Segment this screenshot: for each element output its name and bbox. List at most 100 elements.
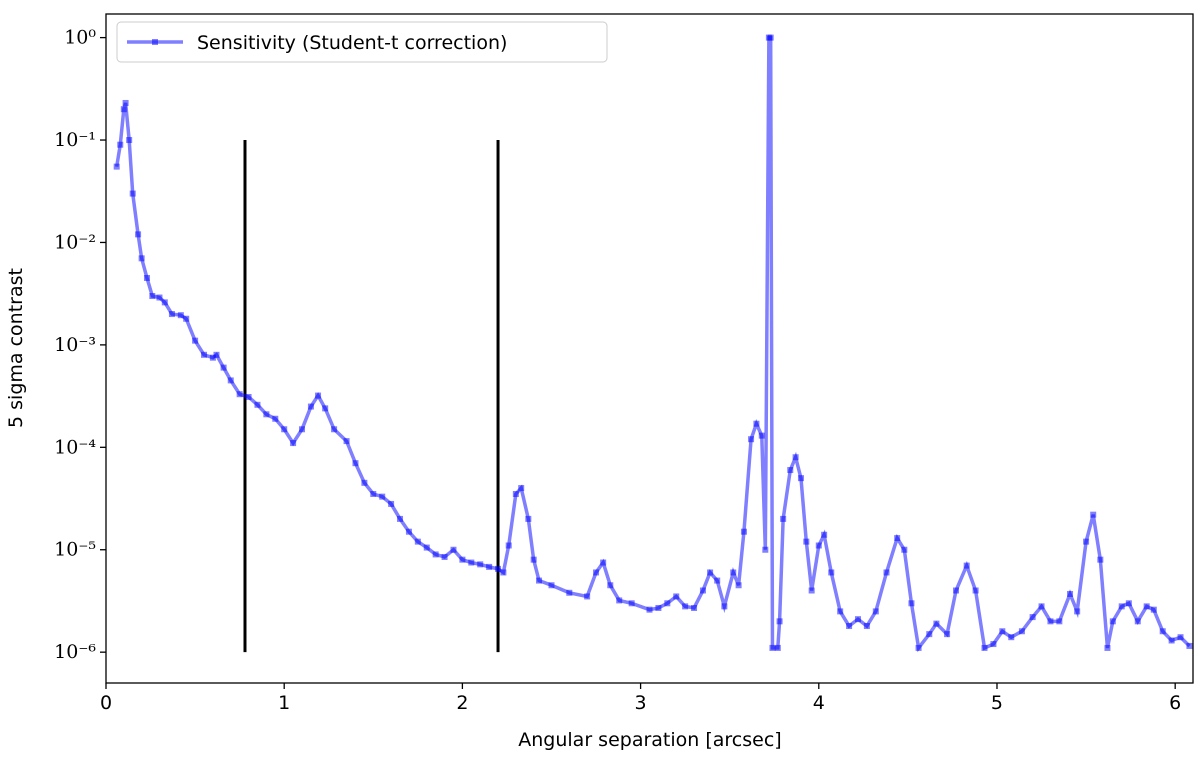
data-point [776, 618, 783, 625]
data-point [933, 620, 940, 627]
y-tick-label: 10⁻⁵ [54, 539, 96, 561]
data-point [254, 401, 261, 408]
data-point [999, 628, 1006, 635]
data-point [769, 644, 776, 651]
data-point [220, 364, 227, 371]
data-point [548, 582, 555, 589]
data-point [1159, 628, 1166, 635]
data-point [281, 426, 288, 433]
data-point [758, 432, 765, 439]
data-point [245, 393, 252, 400]
y-tick-label: 10⁻⁴ [54, 436, 96, 458]
data-point [423, 544, 430, 551]
data-point [767, 34, 774, 41]
x-tick-label: 1 [278, 692, 290, 714]
data-point [1067, 590, 1074, 597]
data-point [1177, 634, 1184, 641]
data-point [600, 559, 607, 566]
data-point [1168, 637, 1175, 644]
data-point [1097, 556, 1104, 563]
data-point [607, 582, 614, 589]
data-point [505, 542, 512, 549]
data-point [753, 420, 760, 427]
data-point [1018, 628, 1025, 635]
data-point [1083, 538, 1090, 545]
y-axis-label: 5 sigma contrast [5, 268, 27, 428]
data-point [646, 606, 653, 613]
data-point [774, 644, 781, 651]
data-point [682, 603, 689, 610]
data-point [500, 569, 507, 576]
data-point [227, 377, 234, 384]
data-point [138, 255, 145, 262]
data-point [477, 561, 484, 568]
data-point [459, 556, 466, 563]
data-point [468, 559, 475, 566]
data-point [530, 556, 537, 563]
data-point [117, 141, 124, 148]
data-point [156, 294, 163, 301]
data-point [926, 631, 933, 638]
data-point [518, 485, 525, 492]
data-point [201, 351, 208, 358]
data-point [1118, 603, 1125, 610]
data-point [236, 391, 243, 398]
data-point [405, 528, 412, 535]
data-point [397, 515, 404, 522]
data-point [1104, 644, 1111, 651]
data-point [1008, 634, 1015, 641]
data-point [963, 562, 970, 569]
x-tick-label: 3 [635, 692, 647, 714]
data-point [113, 163, 120, 170]
data-point [135, 231, 142, 238]
data-point [414, 538, 421, 545]
data-point [168, 311, 175, 318]
data-point [183, 315, 190, 322]
data-point [1143, 603, 1150, 610]
data-point [379, 493, 386, 500]
x-tick-label: 4 [813, 692, 825, 714]
y-tick-label: 10⁻¹ [54, 129, 96, 151]
y-tick-label: 10⁻³ [54, 334, 96, 356]
data-point [495, 565, 502, 572]
data-point [673, 593, 680, 600]
y-tick-label: 10⁰ [64, 27, 96, 49]
data-point [616, 597, 623, 604]
data-point [331, 426, 338, 433]
data-point [828, 569, 835, 576]
x-tick-label: 0 [100, 692, 112, 714]
data-point [1109, 618, 1116, 625]
y-tick-label: 10⁻⁶ [54, 641, 96, 663]
data-point [1047, 618, 1054, 625]
data-point [863, 623, 870, 630]
data-point [290, 440, 297, 447]
plot-frame [105, 13, 1194, 684]
data-point [315, 392, 322, 399]
data-point [343, 438, 350, 445]
data-point [655, 604, 662, 611]
data-point [129, 190, 136, 197]
data-point [1056, 618, 1063, 625]
data-point [322, 405, 329, 412]
data-point [525, 515, 532, 522]
data-point [486, 563, 493, 570]
data-point [263, 411, 270, 418]
data-point [1125, 600, 1132, 607]
data-point [126, 137, 133, 144]
data-point [740, 528, 747, 535]
data-point [707, 569, 714, 576]
data-point [730, 569, 737, 576]
data-point [821, 531, 828, 538]
data-point [762, 546, 769, 553]
data-point [854, 616, 861, 623]
data-point [792, 454, 799, 461]
data-point [837, 608, 844, 615]
data-point [894, 535, 901, 542]
x-axis-label: Angular separation [arcsec] [518, 729, 781, 751]
data-point [691, 604, 698, 611]
data-point [143, 274, 150, 281]
data-point [981, 644, 988, 651]
data-point [122, 99, 129, 106]
data-point [1038, 603, 1045, 610]
